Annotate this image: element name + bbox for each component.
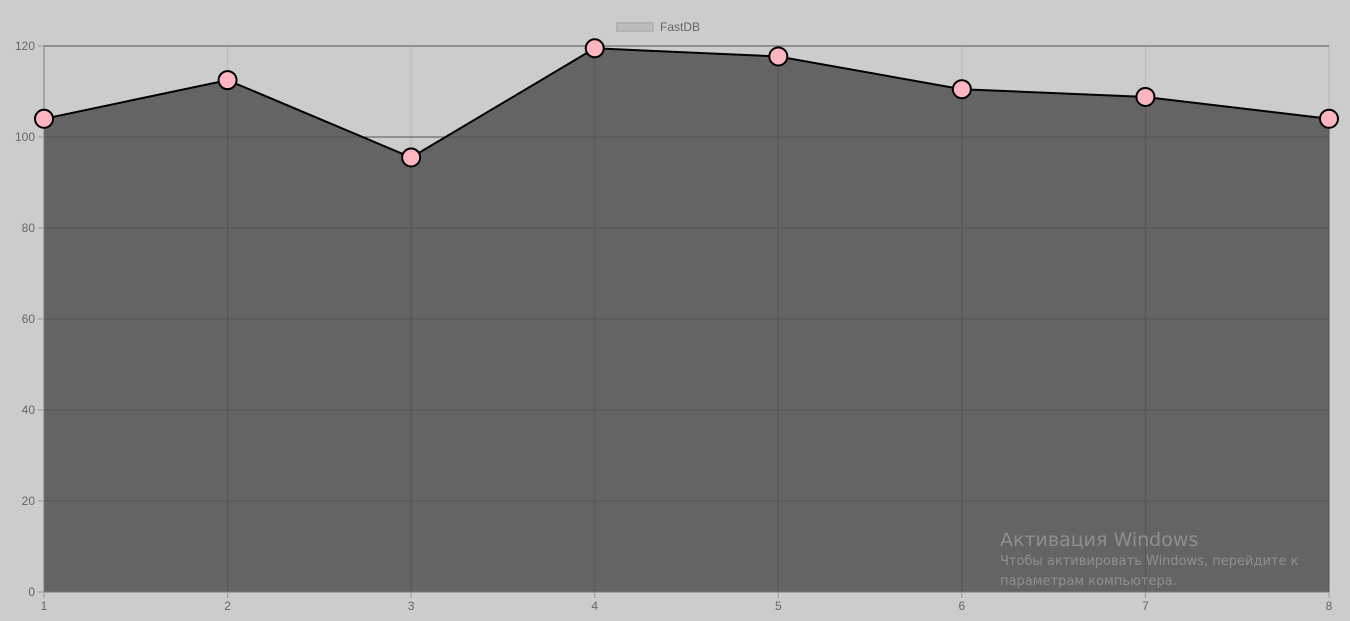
y-tick-label: 20 — [22, 494, 36, 508]
x-tick-label: 2 — [224, 599, 231, 613]
data-point — [401, 147, 422, 168]
data-point — [34, 108, 54, 129]
x-tick-label: 7 — [1142, 599, 1149, 613]
x-tick-label: 6 — [959, 599, 966, 613]
windows-activation-watermark: Активация Windows Чтобы активировать Win… — [1000, 528, 1320, 592]
legend[interactable]: FastDB — [616, 20, 700, 34]
y-tick-label: 120 — [15, 39, 35, 53]
y-tick-label: 40 — [22, 403, 36, 417]
x-tick-label: 1 — [41, 599, 48, 613]
watermark-text: Чтобы активировать Windows, перейдите к … — [1000, 554, 1299, 589]
y-tick-label: 0 — [28, 585, 35, 599]
x-tick-label: 4 — [591, 599, 598, 613]
data-point — [1135, 86, 1156, 107]
y-tick-label: 60 — [22, 312, 36, 326]
series-line — [43, 47, 1330, 159]
x-tick-label: 3 — [408, 599, 415, 613]
legend-label: FastDB — [660, 20, 701, 34]
data-point — [768, 46, 789, 67]
watermark-title: Активация Windows — [1000, 529, 1199, 551]
x-tick-label: 8 — [1326, 599, 1333, 613]
y-tick-label: 80 — [22, 221, 36, 235]
area-fill — [44, 48, 1329, 592]
data-point — [951, 79, 972, 100]
data-point — [217, 70, 238, 91]
data-point — [1319, 108, 1339, 129]
x-tick-label: 5 — [775, 599, 782, 613]
y-tick-label: 100 — [15, 130, 35, 144]
data-point — [584, 38, 605, 59]
legend-swatch — [616, 22, 654, 32]
